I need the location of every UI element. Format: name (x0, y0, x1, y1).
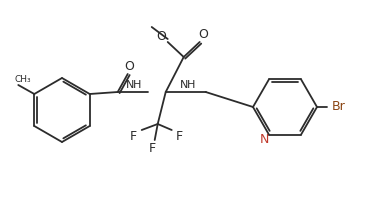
Text: H: H (132, 80, 141, 90)
Text: O: O (156, 29, 166, 42)
Text: F: F (176, 130, 183, 143)
Text: F: F (130, 130, 137, 143)
Text: O: O (198, 29, 208, 42)
Text: N: N (180, 80, 188, 90)
Text: CH₃: CH₃ (14, 76, 31, 84)
Text: N: N (259, 133, 268, 146)
Text: Br: Br (332, 101, 346, 113)
Text: F: F (149, 143, 156, 155)
Text: H: H (186, 80, 195, 90)
Text: N: N (126, 80, 134, 90)
Text: O: O (124, 60, 134, 74)
